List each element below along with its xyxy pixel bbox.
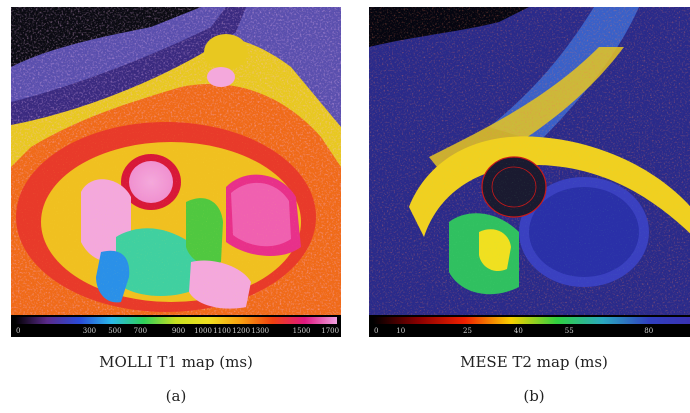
t2-scale-tick: 80 <box>644 327 653 335</box>
t1-map-panel: 0 300 500 700 900 1000 1100 1200 1300 1500 1700 <box>11 7 341 337</box>
t1-scale-tick: 0 <box>16 327 20 335</box>
t1-scale-tick: 1300 <box>251 327 269 335</box>
t2-map-panel: 0 10 25 40 55 80 <box>369 7 690 337</box>
t2-color-scale: 0 10 25 40 55 80 <box>369 315 690 337</box>
t1-scale-tick: 300 <box>83 327 96 335</box>
t1-scale-tick: 1000 <box>194 327 212 335</box>
t2-map-image <box>369 7 690 315</box>
t1-scale-tick: 1500 <box>293 327 311 335</box>
t2-scale-tick: 40 <box>514 327 523 335</box>
t1-scale-tick: 1200 <box>232 327 250 335</box>
t1-scale-tick: 1700 <box>321 327 339 335</box>
t1-color-scale: 0 300 500 700 900 1000 1100 1200 1300 1500 1700 <box>11 315 341 337</box>
t2-scale-tick: 0 <box>374 327 378 335</box>
t1-scale-tick: 1100 <box>213 327 231 335</box>
t2-map-caption: MESE T2 map (ms) <box>460 353 608 371</box>
t1-scale-bar <box>15 317 337 324</box>
t1-scale-tick: 900 <box>172 327 185 335</box>
t1-scale-tick: 700 <box>134 327 147 335</box>
t2-scale-tick: 55 <box>565 327 574 335</box>
panel-b-label: (b) <box>523 387 545 405</box>
t2-scale-tick: 25 <box>463 327 472 335</box>
t1-map-image <box>11 7 341 315</box>
t1-scale-tick: 500 <box>108 327 121 335</box>
panel-a-label: (a) <box>165 387 187 405</box>
t1-map-caption: MOLLI T1 map (ms) <box>99 353 253 371</box>
t2-scale-bar <box>373 317 690 324</box>
t2-scale-tick: 10 <box>396 327 405 335</box>
